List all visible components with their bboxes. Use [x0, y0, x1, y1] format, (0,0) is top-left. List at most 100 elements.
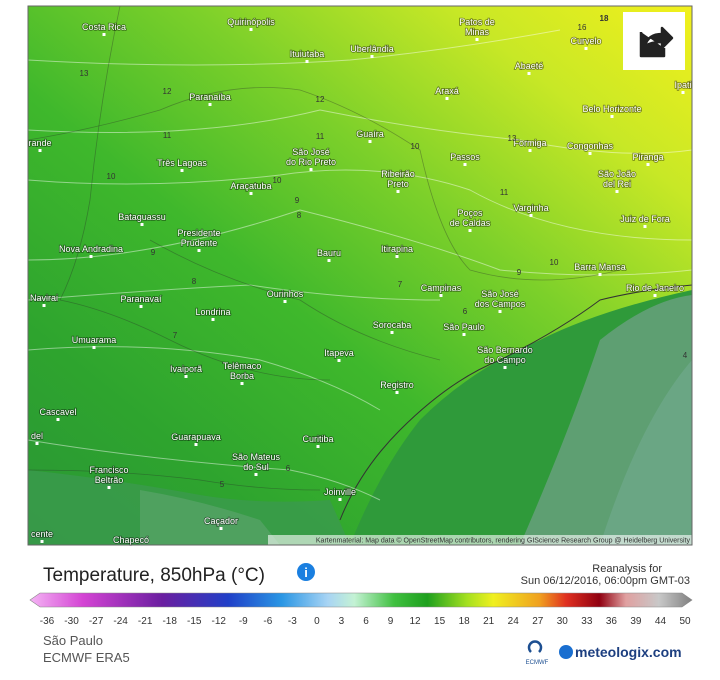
contour-label: 9 — [151, 248, 156, 257]
city-label: Ituiutaba — [290, 49, 325, 59]
contour-label: 8 — [297, 211, 302, 220]
city-label: Itapeva — [324, 348, 354, 358]
city-dot — [139, 305, 143, 308]
share-icon[interactable] — [639, 26, 674, 58]
contour-label: 12 — [163, 87, 172, 96]
city-label: de Caldas — [450, 218, 491, 228]
contour-label: 6 — [463, 307, 468, 316]
scale-tick-label: -18 — [162, 616, 177, 627]
city-label: São Mateus — [232, 452, 281, 462]
city-label: del Rei — [603, 179, 631, 189]
city-label: do Rio Preto — [286, 157, 336, 167]
contour-label: 13 — [80, 69, 89, 78]
city-dot — [92, 346, 96, 349]
city-label: Ivaiporã — [170, 364, 202, 374]
contour-label: 8 — [192, 277, 197, 286]
model: ECMWF ERA5 — [43, 650, 130, 665]
city-dot — [475, 38, 479, 41]
scale-tick-label: -3 — [288, 616, 297, 627]
city-label: Presidente — [177, 228, 220, 238]
city-label: Congonhas — [567, 141, 614, 151]
city-label: Passos — [450, 152, 480, 162]
city-label: Navirai — [30, 293, 58, 303]
city-dot — [370, 55, 374, 58]
city-dot — [588, 152, 592, 155]
contour-label: 18 — [600, 14, 609, 23]
city-dot — [305, 60, 309, 63]
color-scale — [29, 592, 693, 608]
city-label: Caçador — [204, 516, 238, 526]
scale-tick-label: 0 — [314, 616, 320, 627]
borders — [27, 5, 621, 491]
city-label: Quirinópolis — [227, 17, 275, 27]
brand: meteologix.com — [575, 644, 682, 660]
city-dot — [338, 498, 342, 501]
city-label: Bauru — [317, 248, 341, 258]
city-label: Abaeté — [515, 61, 544, 71]
scale-tick-label: 6 — [363, 616, 369, 627]
city-label: rande — [28, 138, 51, 148]
city-label: Minas — [465, 27, 490, 37]
city-label: Itirapina — [381, 244, 413, 254]
city-dot — [337, 359, 341, 362]
city-dot — [38, 149, 42, 152]
city-label: Guaíra — [356, 129, 384, 139]
scale-tick-label: -27 — [89, 616, 104, 627]
city-label: Três Lagoas — [157, 158, 207, 168]
city-dot — [610, 115, 614, 118]
city-label: Chapecó — [113, 535, 149, 545]
city-dot — [527, 72, 531, 75]
city-label: Rio de Janeiro — [626, 283, 684, 293]
scale-tick-label: 33 — [581, 616, 593, 627]
city-dot — [646, 163, 650, 166]
cool-area — [140, 490, 280, 545]
city-label: do Campo — [484, 355, 526, 365]
city-dot — [395, 391, 399, 394]
city-label: Ourinhos — [267, 289, 304, 299]
city-dot — [463, 163, 467, 166]
city-dot — [503, 366, 507, 369]
city-label: São João — [598, 169, 636, 179]
city-dot — [283, 300, 287, 303]
ecmwf-logo — [527, 640, 543, 653]
city-dot — [249, 192, 253, 195]
info-i[interactable]: i — [304, 565, 308, 580]
city-label: Nova Andradina — [59, 244, 123, 254]
contour-label: 10 — [550, 258, 559, 267]
city-label: Patos de — [459, 17, 495, 27]
city-label: São Paulo — [443, 322, 485, 332]
city-label: Varginha — [513, 203, 548, 213]
city-dot — [309, 168, 313, 171]
city-label: Cascavel — [39, 407, 76, 417]
city-dot — [653, 294, 657, 297]
contour-label: 10 — [107, 172, 116, 181]
city-dot — [390, 331, 394, 334]
city-dot — [240, 382, 244, 385]
info-icon[interactable] — [297, 563, 315, 581]
location: São Paulo — [43, 633, 103, 648]
city-dot — [35, 442, 39, 445]
city-dot — [89, 255, 93, 258]
share-button[interactable] — [623, 12, 685, 70]
ecmwf-label: ECMWF — [526, 660, 549, 666]
scale-tick-label: 30 — [557, 616, 569, 627]
city-label: Poços — [457, 208, 483, 218]
city-label: Costa Rica — [82, 22, 126, 32]
city-dot — [396, 190, 400, 193]
contour-label: 11 — [316, 132, 325, 141]
city-label: Telêmaco — [223, 361, 262, 371]
city-dot — [129, 546, 133, 549]
city-label: Bataguassu — [118, 212, 166, 222]
city-dot — [643, 225, 647, 228]
contour-label: 12 — [316, 95, 325, 104]
city-dot — [584, 47, 588, 50]
city-label: Campinas — [421, 283, 462, 293]
city-label: Francisco — [89, 465, 128, 475]
city-label: São Bernardo — [477, 345, 533, 355]
city-label: Beltrão — [95, 475, 124, 485]
city-dot — [197, 249, 201, 252]
contours — [27, 29, 693, 501]
scale-tick-label: 3 — [339, 616, 345, 627]
contour-label: 13 — [508, 134, 517, 143]
